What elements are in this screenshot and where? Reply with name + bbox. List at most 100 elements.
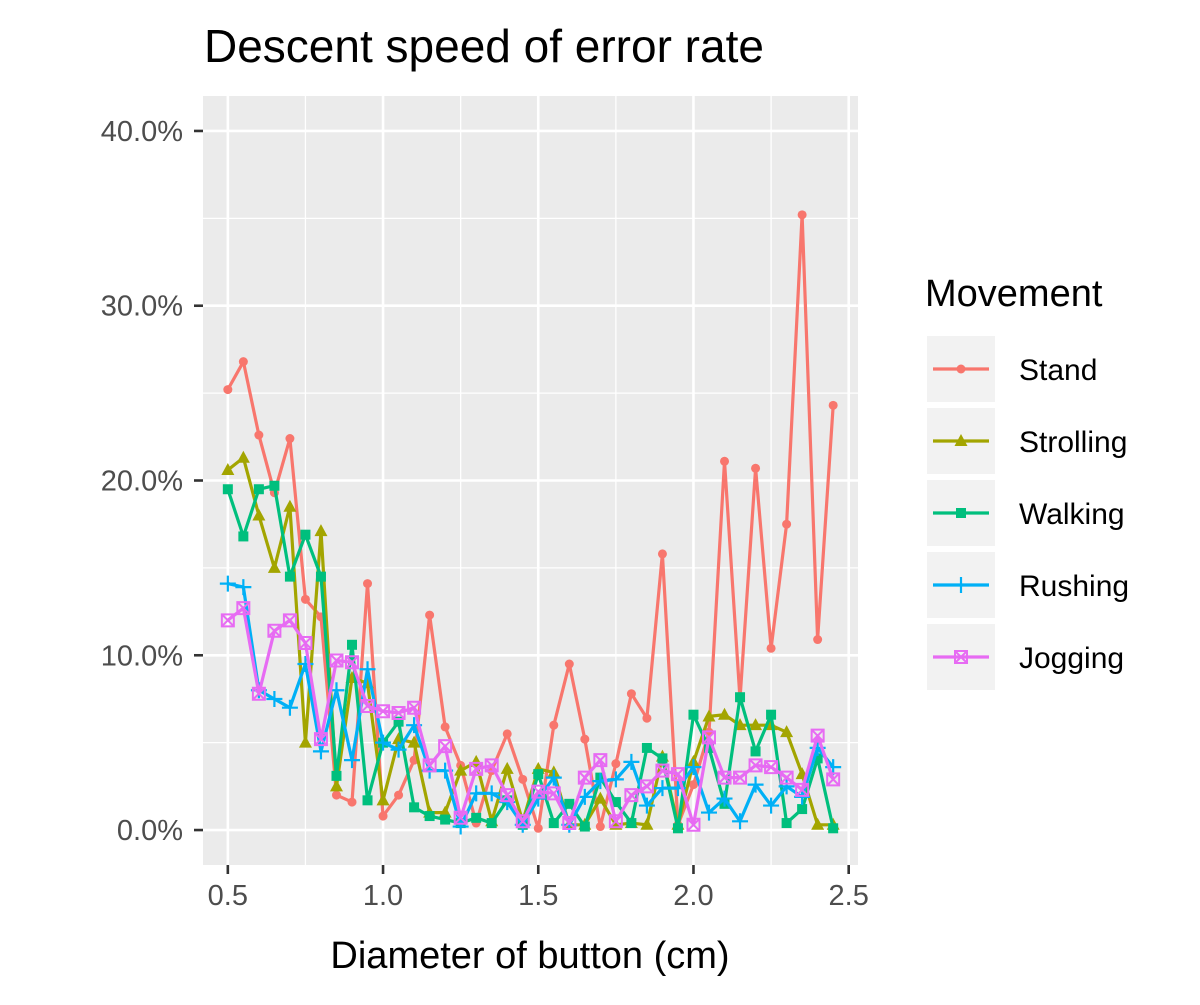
data-point: [254, 430, 264, 440]
data-point: [657, 753, 668, 764]
data-point: [238, 357, 248, 367]
legend-label: Stand: [1019, 354, 1097, 387]
data-point: [828, 400, 838, 410]
series-walking: [222, 480, 839, 834]
data-point: [686, 817, 701, 832]
data-point: [347, 639, 358, 650]
data-point: [670, 767, 685, 782]
data-point: [533, 769, 544, 780]
legend-title: Movement: [925, 273, 1103, 315]
x-axis-title: Diameter of button (cm): [330, 935, 729, 977]
data-point: [720, 456, 730, 466]
data-point: [440, 814, 451, 825]
data-point: [702, 709, 716, 722]
data-point: [409, 802, 420, 813]
data-point: [797, 210, 807, 220]
legend-label: Strolling: [1019, 426, 1127, 459]
data-point: [813, 635, 823, 645]
data-point: [484, 758, 499, 773]
data-point: [716, 790, 733, 807]
data-point: [626, 818, 637, 829]
legend-item-walking: Walking: [927, 480, 1125, 546]
data-point: [375, 734, 392, 751]
data-point: [610, 797, 621, 808]
data-point: [221, 463, 235, 476]
data-point: [733, 770, 748, 785]
data-point: [638, 797, 655, 814]
data-point: [626, 689, 636, 699]
data-point: [425, 610, 435, 620]
data-point: [376, 793, 390, 806]
y-tick-label: 10.0%: [101, 640, 183, 672]
data-point: [779, 770, 794, 785]
data-point: [593, 753, 608, 768]
data-point: [222, 484, 233, 495]
data-point: [624, 788, 639, 803]
data-point: [778, 778, 795, 795]
data-point: [685, 759, 702, 776]
data-point: [253, 484, 264, 495]
legend-key-marker: [953, 577, 969, 593]
data-point: [267, 623, 282, 638]
data-point: [344, 752, 361, 769]
data-point: [642, 713, 652, 723]
y-tick-label: 0.0%: [117, 815, 183, 847]
data-point: [748, 758, 763, 773]
data-point: [655, 763, 670, 778]
data-point: [223, 385, 233, 395]
data-point: [422, 758, 437, 773]
x-tick-label: 1.0: [363, 880, 403, 912]
data-point: [672, 823, 683, 834]
data-point: [502, 729, 512, 739]
data-point: [360, 698, 375, 713]
data-point: [236, 450, 250, 463]
data-point: [782, 519, 792, 529]
data-point: [314, 524, 328, 537]
data-point: [812, 753, 823, 764]
data-point: [453, 810, 468, 825]
data-point: [391, 705, 406, 720]
legend-label: Jogging: [1019, 642, 1124, 675]
data-point: [639, 779, 654, 794]
data-point: [607, 771, 624, 788]
data-point: [281, 699, 298, 716]
data-point: [235, 579, 252, 596]
legend-item-stand: Stand: [927, 336, 1097, 402]
data-point: [564, 659, 574, 669]
series-line: [226, 606, 835, 827]
data-point: [359, 661, 376, 678]
data-point: [688, 780, 698, 790]
data-point: [378, 811, 388, 821]
data-point: [468, 785, 485, 802]
data-point: [438, 739, 453, 754]
data-point: [315, 571, 326, 582]
y-tick-label: 30.0%: [101, 291, 183, 323]
legend: Movement Stand Strolling Walking Rushing Jog…: [925, 273, 1129, 690]
data-point: [764, 760, 779, 775]
data-point: [811, 817, 825, 830]
data-point: [236, 601, 251, 616]
data-point: [701, 730, 716, 745]
data-point: [283, 499, 297, 512]
data-point: [393, 716, 404, 727]
data-point: [717, 770, 732, 785]
data-point: [266, 690, 283, 707]
data-point: [518, 774, 528, 784]
data-point: [751, 463, 761, 473]
y-tick-label: 40.0%: [101, 116, 183, 148]
data-point: [611, 759, 621, 769]
x-tick-label: 1.5: [518, 880, 558, 912]
data-point: [780, 725, 794, 738]
data-point: [298, 636, 313, 651]
data-point: [219, 575, 236, 592]
data-point: [345, 655, 360, 670]
data-point: [579, 821, 590, 832]
data-point: [580, 734, 590, 744]
data-point: [452, 818, 469, 835]
data-point: [688, 709, 699, 720]
data-point: [797, 804, 808, 815]
data-point: [577, 770, 592, 785]
data-point: [810, 728, 825, 743]
data-point: [285, 434, 295, 444]
